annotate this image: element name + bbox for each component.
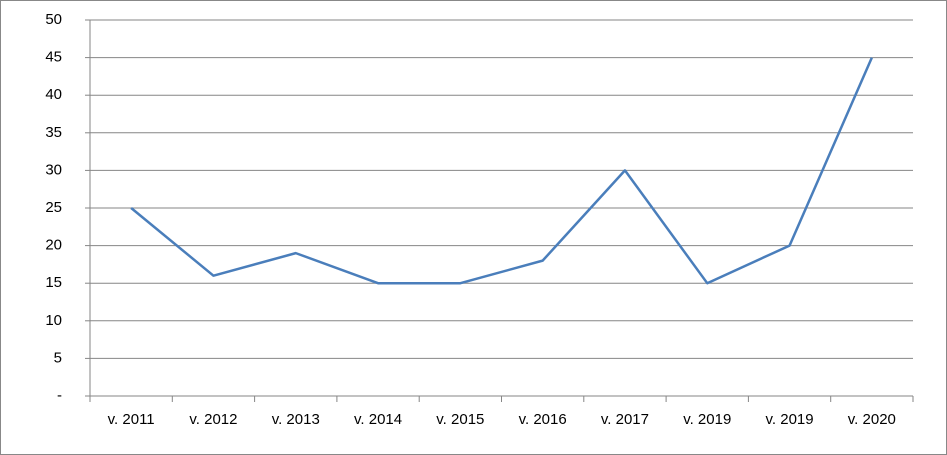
x-tick-label: v. 2013 [272, 411, 320, 428]
x-tick-label: v. 2015 [436, 411, 484, 428]
y-tick-label: 35 [45, 124, 62, 141]
data-line [130, 57, 873, 285]
x-tick-label: v. 2017 [601, 411, 649, 428]
x-tick-label: v. 2012 [189, 411, 237, 428]
x-tick-label: v. 2016 [519, 411, 567, 428]
y-tick-label: 20 [45, 237, 62, 254]
x-tick-label: v. 2019 [766, 411, 814, 428]
x-tick-label: v. 2014 [354, 411, 402, 428]
y-tick-label: - [57, 387, 62, 404]
x-tick-label: v. 2020 [848, 411, 896, 428]
y-tick-label: 30 [45, 161, 62, 178]
y-tick-label: 25 [45, 199, 62, 216]
x-tick-label: v. 2011 [108, 411, 155, 428]
y-tick-label: 50 [45, 11, 62, 28]
y-tick-label: 5 [54, 349, 62, 366]
y-tick-label: 45 [45, 49, 62, 66]
y-tick-label: 40 [45, 86, 62, 103]
x-tick-label: v. 2019 [683, 411, 731, 428]
y-tick-label: 10 [45, 312, 62, 329]
y-tick-label: 15 [45, 274, 62, 291]
